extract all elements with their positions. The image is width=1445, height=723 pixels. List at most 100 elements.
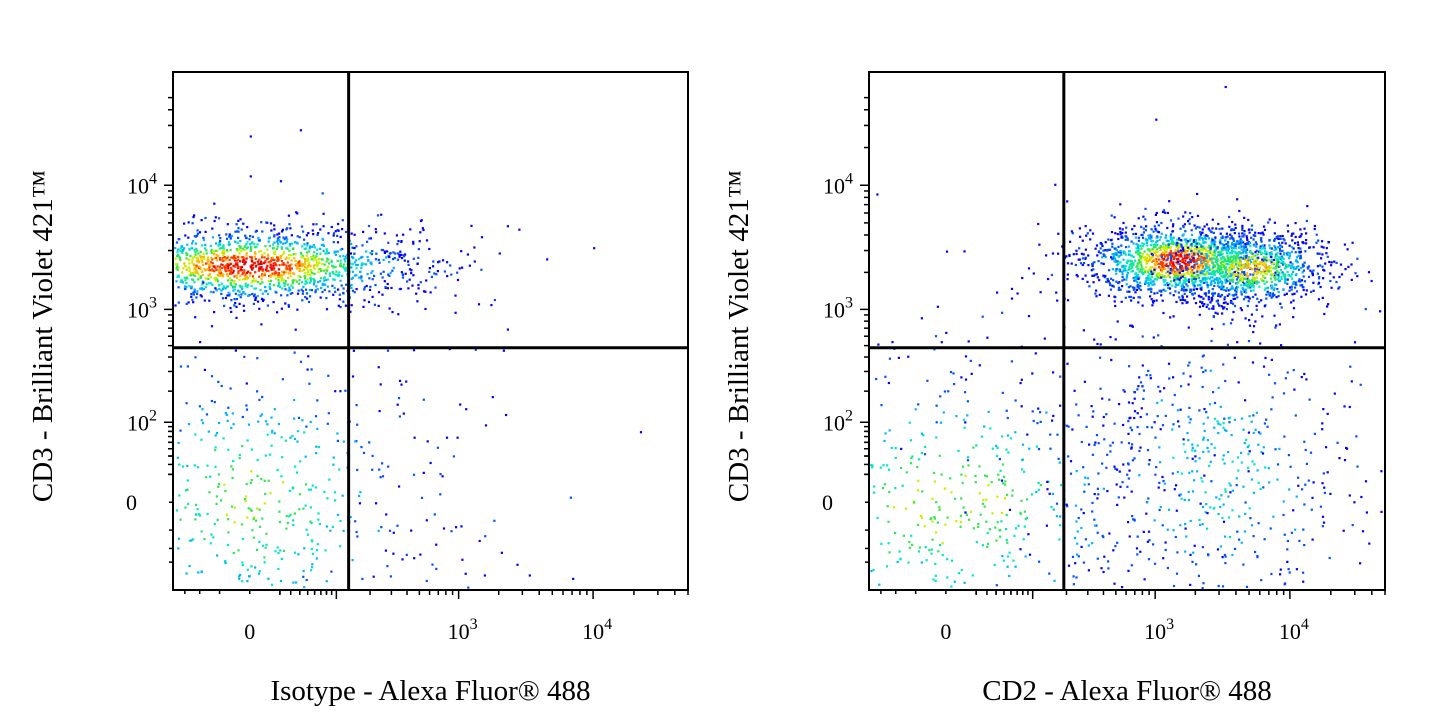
event-dot-1786 bbox=[256, 390, 259, 393]
event-dot-1142 bbox=[311, 245, 314, 249]
event-dot-1715 bbox=[178, 463, 181, 466]
event-dot-955 bbox=[1173, 276, 1176, 279]
event-dot-1179 bbox=[199, 294, 202, 297]
event-dot-2243 bbox=[1217, 265, 1220, 268]
event-dot-1700 bbox=[1317, 277, 1321, 280]
event-dot-3002 bbox=[1087, 569, 1090, 572]
event-dot-214 bbox=[1177, 283, 1180, 286]
event-dot-1094 bbox=[1162, 257, 1166, 260]
event-dot-1753 bbox=[227, 531, 230, 534]
event-dot-1665 bbox=[333, 491, 336, 494]
event-dot-111 bbox=[249, 247, 253, 250]
event-dot-1033 bbox=[1243, 233, 1246, 236]
event-dot-2153 bbox=[1222, 285, 1225, 288]
event-dot-2025 bbox=[1302, 269, 1305, 272]
event-dot-1184 bbox=[402, 255, 405, 258]
event-dot-380 bbox=[1135, 247, 1138, 250]
event-dot-680 bbox=[289, 275, 292, 278]
event-dot-313 bbox=[264, 245, 267, 248]
event-dot-2991 bbox=[1302, 580, 1305, 583]
event-dot-767 bbox=[331, 284, 334, 287]
event-dot-2560 bbox=[942, 411, 945, 414]
event-dot-448 bbox=[188, 270, 191, 273]
event-dot-411 bbox=[1207, 259, 1210, 262]
event-dot-1448 bbox=[1199, 300, 1202, 303]
event-dot-2840 bbox=[1149, 377, 1152, 380]
event-dot-2946 bbox=[1282, 500, 1285, 503]
event-dot-2164 bbox=[1319, 285, 1322, 289]
event-dot-1125 bbox=[330, 225, 333, 229]
event-dot-1117 bbox=[1193, 297, 1196, 300]
event-dot-766 bbox=[236, 230, 239, 233]
event-dot-1310 bbox=[254, 279, 257, 282]
event-dot-1048 bbox=[1218, 250, 1221, 254]
event-dot-52 bbox=[1174, 270, 1177, 274]
event-dot-1755 bbox=[215, 495, 218, 498]
event-dot-2882 bbox=[1248, 324, 1252, 327]
event-dot-865 bbox=[1057, 232, 1060, 235]
event-dot-2093 bbox=[1223, 265, 1226, 269]
event-dot-2223 bbox=[1229, 257, 1232, 260]
event-dot-1617 bbox=[528, 574, 531, 577]
event-dot-1464 bbox=[1160, 232, 1163, 235]
event-dot-1087 bbox=[280, 307, 283, 310]
event-dot-1175 bbox=[1127, 245, 1131, 248]
event-dot-335 bbox=[253, 287, 256, 290]
event-dot-447 bbox=[202, 236, 205, 239]
event-dot-1379 bbox=[1119, 249, 1122, 253]
event-dot-775 bbox=[1151, 304, 1154, 307]
event-dot-1284 bbox=[339, 255, 342, 258]
event-dot-1526 bbox=[311, 552, 314, 555]
event-dot-2308 bbox=[1252, 276, 1255, 279]
event-dot-2372 bbox=[1205, 266, 1208, 270]
event-dot-964 bbox=[404, 253, 407, 256]
event-dot-2746 bbox=[924, 445, 927, 448]
event-dot-2454 bbox=[924, 546, 927, 549]
event-dot-794 bbox=[234, 259, 237, 262]
event-dot-829 bbox=[1131, 266, 1134, 269]
event-dot-671 bbox=[1243, 290, 1246, 293]
event-dot-817 bbox=[332, 232, 336, 235]
event-dot-1696 bbox=[1247, 260, 1250, 263]
event-dot-291 bbox=[1163, 264, 1166, 267]
event-dot-354 bbox=[201, 244, 204, 247]
event-dot-3023 bbox=[1326, 471, 1329, 474]
event-dot-2564 bbox=[963, 426, 966, 429]
event-dot-2889 bbox=[1219, 505, 1222, 509]
event-dot-1804 bbox=[413, 436, 416, 439]
event-dot-691 bbox=[206, 259, 209, 262]
event-dot-466 bbox=[1154, 227, 1157, 230]
event-dot-358 bbox=[238, 278, 241, 281]
event-dot-1759 bbox=[213, 523, 216, 526]
event-dot-2115 bbox=[1298, 251, 1301, 254]
event-dot-708 bbox=[1132, 296, 1135, 299]
event-dot-2676 bbox=[1014, 565, 1017, 568]
event-dot-2456 bbox=[1059, 404, 1062, 407]
event-dot-2703 bbox=[932, 471, 936, 474]
event-dot-1596 bbox=[231, 412, 234, 415]
event-dot-1684 bbox=[243, 355, 246, 358]
event-dot-1751 bbox=[292, 487, 295, 490]
event-dot-109 bbox=[1146, 248, 1149, 251]
event-dot-1159 bbox=[1159, 246, 1162, 249]
event-dot-689 bbox=[1322, 246, 1325, 249]
event-dot-1594 bbox=[179, 365, 183, 368]
event-dot-2095 bbox=[1225, 243, 1228, 246]
event-dot-2336 bbox=[1167, 243, 1170, 246]
event-dot-1363 bbox=[311, 229, 314, 232]
event-dot-753 bbox=[249, 249, 252, 252]
event-dot-2569 bbox=[870, 464, 873, 467]
event-dot-791 bbox=[225, 266, 228, 269]
event-dot-2167 bbox=[1270, 258, 1274, 262]
event-dot-1689 bbox=[334, 499, 337, 502]
event-dot-685 bbox=[200, 259, 203, 262]
event-dot-895 bbox=[1168, 252, 1171, 255]
event-dot-1517 bbox=[338, 468, 341, 471]
event-dot-2248 bbox=[1225, 269, 1228, 272]
event-dot-898 bbox=[1204, 248, 1207, 251]
event-dot-970 bbox=[480, 236, 484, 239]
event-dot-2385 bbox=[1275, 324, 1278, 327]
event-dot-1939 bbox=[1323, 312, 1326, 316]
event-dot-945 bbox=[187, 221, 190, 224]
event-dot-1314 bbox=[251, 264, 254, 267]
